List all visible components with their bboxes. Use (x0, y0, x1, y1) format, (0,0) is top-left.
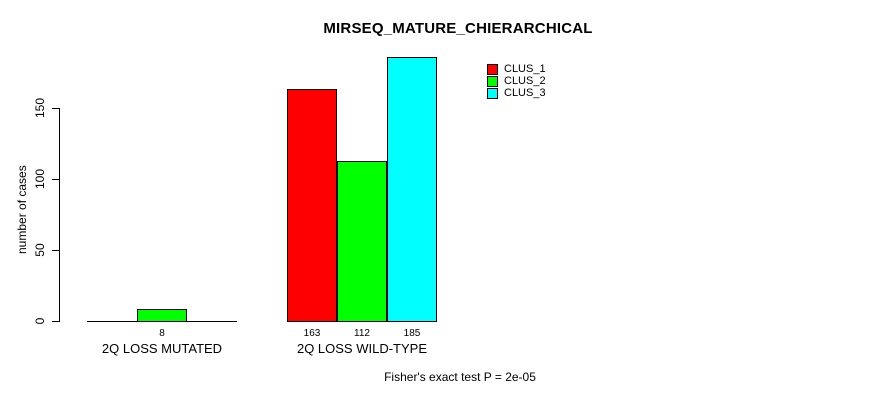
legend-label: CLUS_1 (504, 63, 546, 75)
y-tick-label: 100 (33, 168, 47, 190)
bar-clus-1-group1 (87, 321, 137, 322)
bar-value-label: 185 (403, 328, 421, 339)
y-tick (52, 250, 60, 251)
bar-value-label: 8 (159, 328, 165, 339)
y-tick-label: 150 (33, 97, 47, 119)
bar-clus-3-group2 (387, 57, 437, 322)
y-tick (52, 108, 60, 109)
legend-item-clus-2: CLUS_2 (487, 75, 546, 87)
x-category-label: 2Q LOSS WILD-TYPE (296, 341, 428, 356)
fisher-test-annotation: Fisher's exact test P = 2e-05 (384, 370, 536, 384)
legend-label: CLUS_3 (504, 87, 546, 99)
legend-item-clus-1: CLUS_1 (487, 63, 546, 75)
bar-value-label: 112 (354, 328, 370, 339)
legend: CLUS_1 CLUS_2 CLUS_3 (487, 63, 546, 99)
bar-value-label: 163 (303, 328, 321, 339)
legend-item-clus-3: CLUS_3 (487, 87, 546, 99)
legend-swatch (487, 87, 498, 99)
bar-clus-2-group1 (137, 309, 187, 322)
chart-title: MIRSEQ_MATURE_CHIERARCHICAL (323, 20, 593, 37)
y-tick (52, 179, 60, 180)
legend-swatch (487, 63, 498, 75)
y-tick-label: 50 (33, 243, 47, 257)
y-axis-title: number of cases (15, 165, 29, 254)
bar-clus-1-group2 (287, 89, 337, 322)
bar-clus-2-group2 (337, 161, 387, 322)
x-category-label: 2Q LOSS MUTATED (101, 341, 223, 356)
legend-swatch (487, 75, 498, 87)
bar-clus-3-group1 (187, 321, 237, 322)
y-tick (52, 321, 60, 322)
y-axis-line (59, 108, 60, 322)
y-tick-label: 0 (33, 317, 47, 325)
legend-label: CLUS_2 (504, 75, 546, 87)
